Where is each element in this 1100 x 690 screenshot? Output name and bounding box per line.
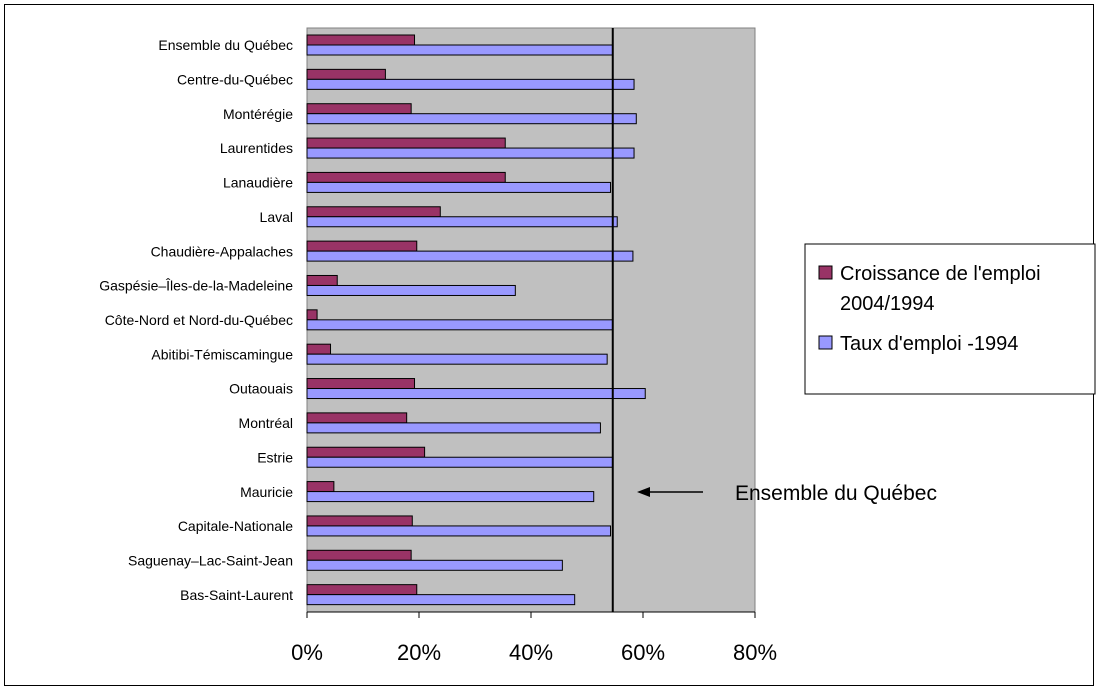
bar-croissance-6 [306, 240, 418, 252]
bar-taux-4 [306, 181, 612, 193]
bar-croissance-14 [306, 515, 413, 527]
bar-croissance-15 [306, 549, 412, 561]
category-label: Montréal [239, 415, 293, 431]
category-label: Côte-Nord et Nord-du-Québec [105, 312, 293, 328]
legend: Croissance de l'emploi 2004/1994 Taux d'em… [804, 243, 1096, 395]
legend-box [804, 243, 1096, 395]
category-label: Laurentides [220, 140, 293, 156]
legend-swatch [818, 335, 833, 350]
bar-croissance-2 [306, 103, 412, 115]
category-label: Abitibi-Témiscamingue [151, 346, 293, 362]
bar-croissance-11 [306, 412, 408, 424]
category-label: Bas-Saint-Laurent [180, 587, 293, 603]
bar-croissance-3 [306, 137, 506, 149]
x-tick-label: 20% [397, 640, 441, 665]
bar-taux-13 [306, 491, 595, 503]
bar-taux-5 [306, 216, 618, 228]
bar-croissance-12 [306, 446, 426, 458]
bar-croissance-5 [306, 206, 441, 218]
category-labels: Ensemble du Québec Centre-du-Québec Montér… [99, 37, 293, 603]
bar-taux-8 [306, 319, 614, 331]
bar-croissance-4 [306, 171, 506, 183]
legend-label: 2004/1994 [840, 293, 935, 315]
x-tick-label: 0% [291, 640, 323, 665]
x-tick-label: 60% [621, 640, 665, 665]
bar-croissance-7 [306, 274, 338, 286]
category-label: Gaspésie–Îles-de-la-Madeleine [99, 278, 293, 294]
bar-croissance-10 [306, 378, 416, 390]
category-label: Chaudière-Appalaches [151, 243, 293, 259]
bar-taux-10 [306, 388, 646, 400]
bar-taux-0 [306, 44, 614, 56]
x-tick-label: 80% [733, 640, 777, 665]
bar-taux-15 [306, 559, 563, 571]
category-label: Laval [260, 209, 293, 225]
bar-croissance-9 [306, 343, 332, 355]
reference-annotation: Ensemble du Québec [637, 482, 937, 505]
bar-taux-12 [306, 456, 614, 468]
category-label: Outaouais [229, 381, 293, 397]
bar-taux-14 [306, 525, 612, 537]
bars-group [306, 34, 646, 606]
category-label: Saguenay–Lac-Saint-Jean [128, 552, 293, 568]
bar-croissance-13 [306, 481, 335, 493]
bar-taux-9 [306, 353, 608, 365]
category-label: Estrie [257, 449, 293, 465]
category-label: Montérégie [223, 106, 293, 122]
bar-croissance-0 [306, 34, 416, 46]
bar-taux-1 [306, 78, 635, 90]
bar-taux-2 [306, 113, 637, 125]
legend-swatch [818, 265, 833, 280]
x-tick-label: 40% [509, 640, 553, 665]
legend-label: Croissance de l'emploi [840, 263, 1041, 285]
bar-taux-11 [306, 422, 601, 434]
category-label: Lanaudière [223, 175, 293, 191]
bar-croissance-1 [306, 68, 386, 80]
bar-taux-3 [306, 147, 635, 159]
bar-croissance-8 [306, 309, 318, 321]
bar-taux-7 [306, 284, 516, 296]
legend-label: Taux d'emploi -1994 [840, 333, 1018, 355]
category-label: Capitale-Nationale [178, 518, 293, 534]
bar-croissance-16 [306, 584, 418, 596]
category-label: Centre-du-Québec [177, 72, 293, 88]
category-label: Ensemble du Québec [158, 37, 293, 53]
x-axis: 0% 20% 40% 60% 80% [291, 611, 777, 665]
category-label: Mauricie [240, 484, 293, 500]
bar-taux-16 [306, 594, 576, 606]
annotation-arrow-head [637, 487, 650, 497]
bar-taux-6 [306, 250, 634, 262]
annotation-label: Ensemble du Québec [735, 482, 937, 505]
